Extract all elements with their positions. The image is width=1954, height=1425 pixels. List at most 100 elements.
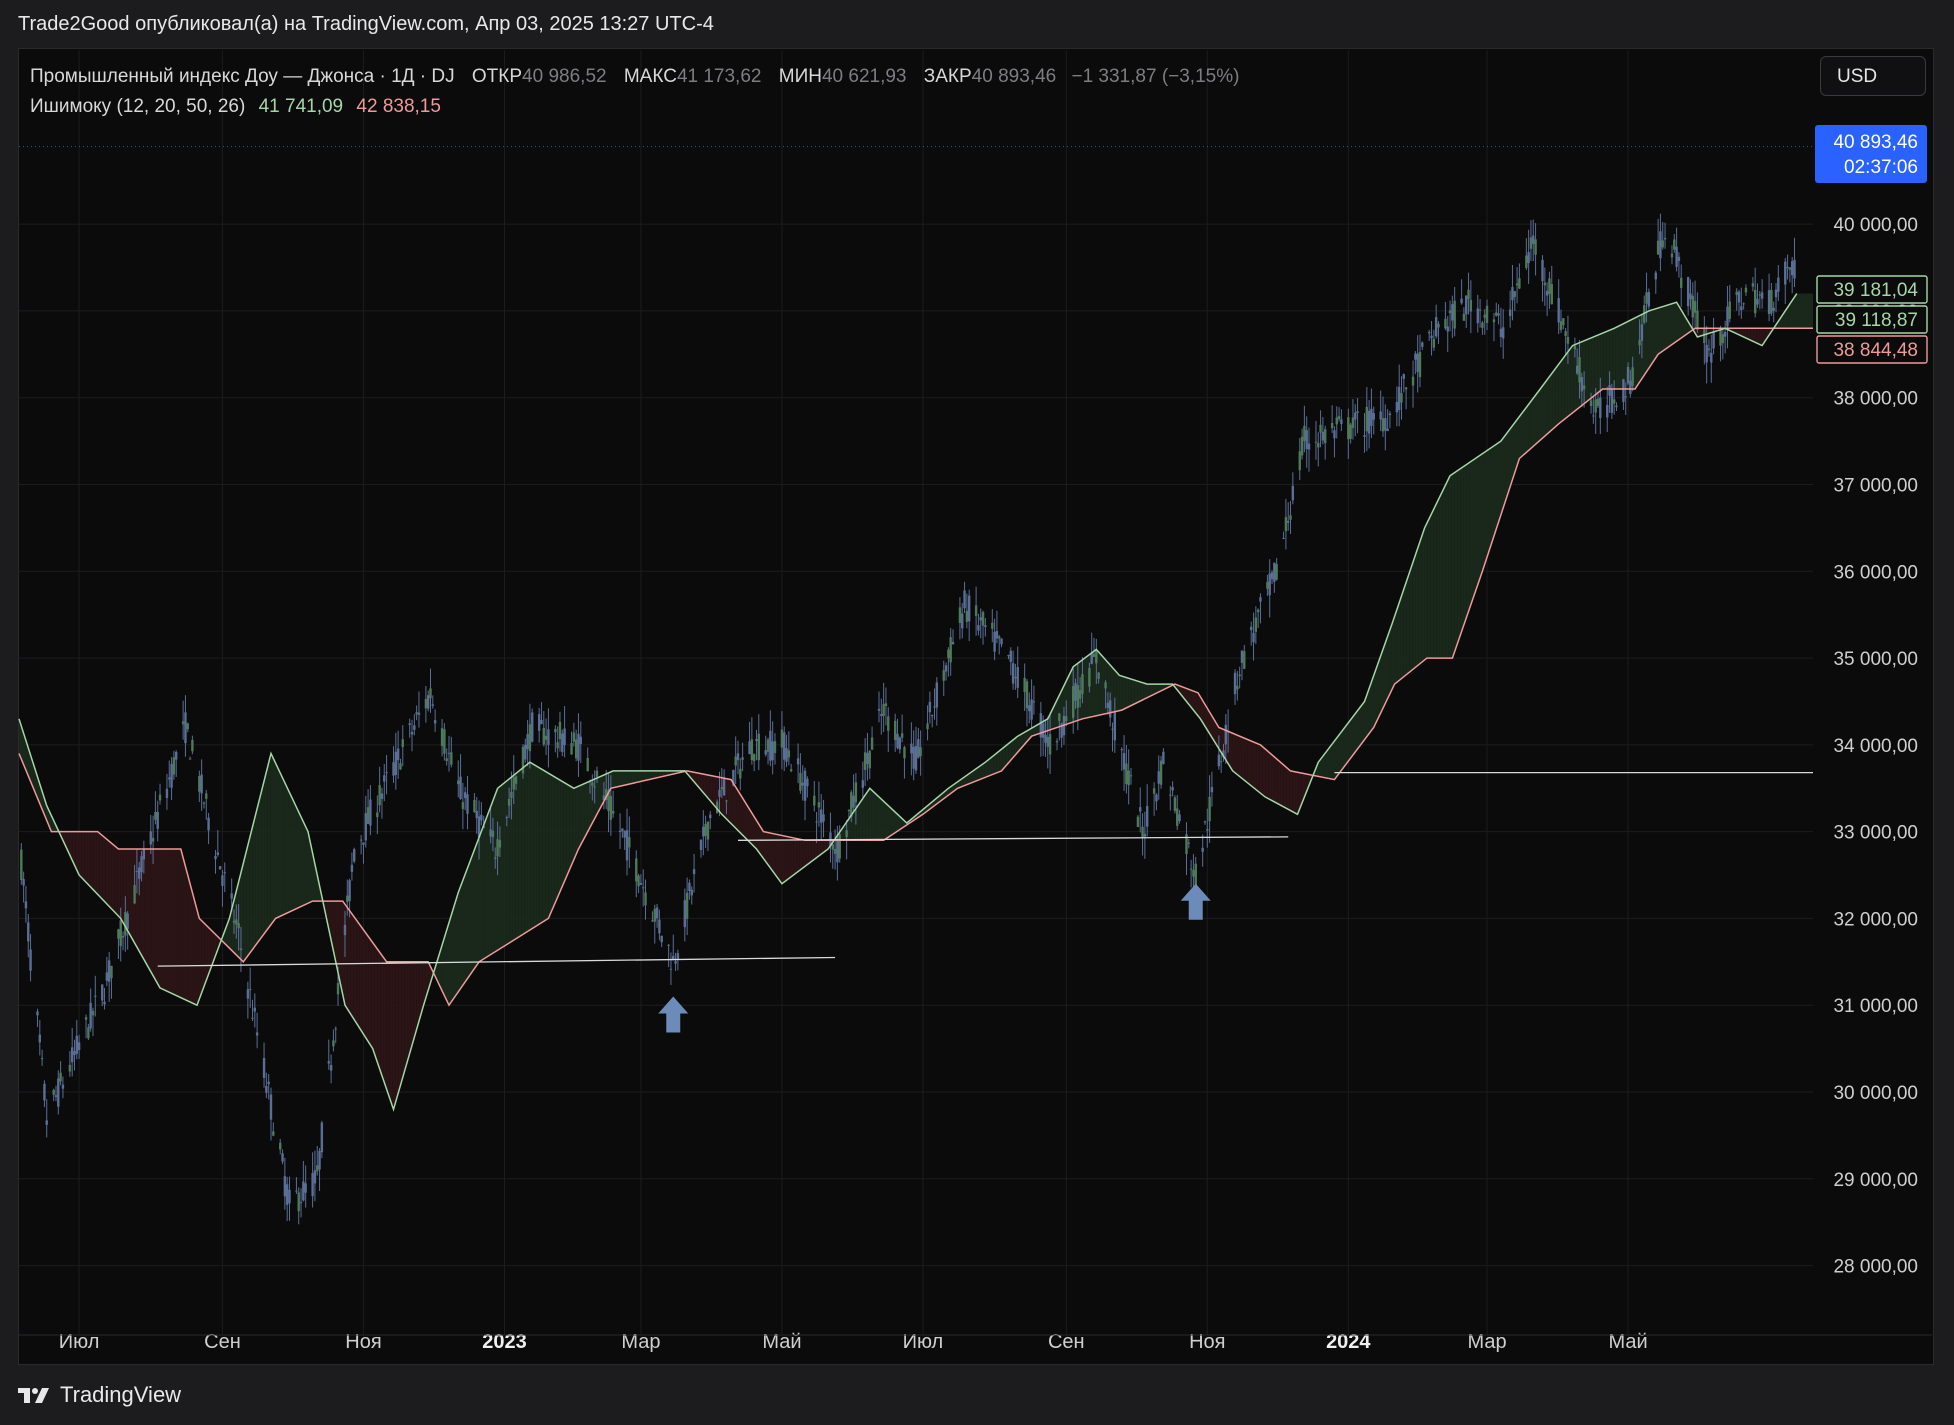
cloud-segment (631, 770, 635, 784)
candle-body (1788, 267, 1792, 270)
cloud-segment (1810, 293, 1813, 329)
chart-panel[interactable] (18, 48, 1934, 1365)
candle-body (591, 782, 594, 786)
candle-body (59, 1072, 62, 1082)
indicator-tag-value: 39 181,04 (1833, 280, 1918, 301)
candle-body (1217, 754, 1221, 767)
cloud-segment (368, 937, 372, 1048)
cloud-segment (1418, 537, 1422, 665)
candle-body (1171, 787, 1174, 791)
cloud-segment (144, 849, 148, 966)
cloud-segment (883, 800, 887, 841)
cloud-segment (449, 910, 453, 1005)
cloud-segment (1801, 293, 1805, 329)
cloud-segment (1525, 403, 1529, 453)
cloud-segment (243, 851, 247, 962)
candle-body (1626, 366, 1630, 384)
candle-body (267, 1081, 270, 1085)
candle-body (121, 936, 125, 938)
cloud-segment (120, 849, 124, 924)
cloud-segment (291, 795, 295, 912)
cloud-segment (1633, 317, 1637, 390)
candle-body (1481, 322, 1484, 328)
up-arrow-icon (1180, 883, 1211, 920)
cloud-segment (554, 776, 558, 906)
cloud-segment (99, 833, 103, 900)
support-line (157, 956, 836, 967)
cloud-segment (1612, 327, 1616, 390)
candle-body (1127, 770, 1130, 786)
candle-body (528, 724, 532, 752)
cloud-segment (1229, 732, 1233, 772)
indicator-value-b: 42 838,15 (356, 96, 441, 117)
cloud-segment (1522, 407, 1526, 456)
candle-body (1513, 291, 1516, 298)
candle-body (1388, 413, 1392, 416)
cloud-segment (1750, 328, 1754, 342)
indicator-name[interactable]: Ишимоку (12, 20, 50, 26) (30, 96, 246, 117)
cloud-segment (1564, 352, 1568, 419)
candle-body (1760, 292, 1764, 299)
cloud-segment (72, 831, 76, 868)
cloud-segment (1747, 328, 1751, 341)
candle-body (1273, 562, 1276, 582)
candles (20, 213, 1796, 1225)
cloud-segment (658, 770, 662, 778)
cloud-segment (775, 834, 779, 880)
candle-body (884, 703, 888, 706)
candle-body (429, 688, 432, 699)
cloud-segment (515, 771, 519, 940)
cloud-segment (1549, 372, 1553, 432)
cloud-segment (823, 840, 827, 853)
candle-body (27, 922, 30, 942)
cloud-segment (898, 814, 902, 831)
candle-body (919, 747, 922, 757)
candle-body (1758, 294, 1762, 296)
cloud-segment (1600, 332, 1604, 391)
candle-body (1048, 734, 1052, 755)
candle-body (140, 856, 143, 873)
cloud-segment (153, 849, 157, 982)
candle-body (510, 791, 513, 799)
candle-body (1740, 306, 1743, 311)
candle-body (1428, 331, 1431, 334)
candle-body (1145, 805, 1149, 827)
cloud-segment (972, 768, 976, 783)
cloud-segment (1361, 701, 1365, 744)
y-tick-label: 33 000,00 (1833, 823, 1918, 844)
cloud-segment (332, 901, 336, 963)
candle-body (803, 770, 807, 801)
candle-body (1564, 331, 1567, 336)
candle-body (595, 770, 599, 777)
cloud-segment (730, 779, 734, 827)
candle-body (168, 777, 171, 780)
cloud-segment (1648, 310, 1652, 369)
cloud-segment (796, 838, 800, 873)
candle-body (1430, 335, 1433, 339)
candle-body (1349, 424, 1352, 439)
cloud-segment (84, 831, 88, 885)
candle-body (1078, 690, 1082, 699)
candle-body (1444, 318, 1447, 329)
candle-body (963, 590, 966, 609)
candle-body (1090, 652, 1093, 664)
currency-button[interactable]: USD (1820, 56, 1926, 96)
cloud-segment (1295, 771, 1299, 814)
indicator-tag-value: 39 118,87 (1835, 310, 1918, 331)
candle-body (928, 701, 932, 713)
candle-body (514, 776, 518, 784)
candle-body (1705, 344, 1708, 363)
cloud-segment (162, 849, 166, 991)
candle-body (350, 864, 354, 872)
cloud-segment (150, 849, 154, 977)
cloud-segment (748, 807, 752, 845)
candle-body (151, 837, 155, 842)
candle-body (574, 739, 578, 759)
cloud-segment (270, 756, 274, 926)
cloud-segment (380, 953, 384, 1081)
cloud-segment (1540, 384, 1544, 440)
candle-body (845, 830, 848, 838)
cloud-segment (619, 770, 623, 787)
high-label: МАКС (623, 66, 677, 87)
